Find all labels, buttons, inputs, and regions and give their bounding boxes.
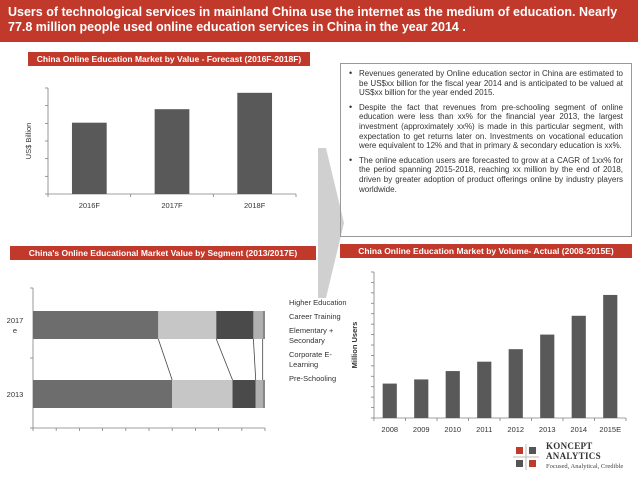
bar-2018F bbox=[237, 92, 273, 194]
bar-2015E bbox=[603, 294, 618, 418]
logo-tagline: Focused, Analytical, Credible bbox=[546, 463, 624, 470]
segment-bar-1-corporate-e-learning bbox=[255, 380, 263, 408]
series-connector bbox=[157, 338, 173, 381]
x-tick-label: 2011 bbox=[476, 425, 492, 434]
bar-2017F bbox=[154, 109, 190, 194]
series-connector bbox=[215, 338, 233, 381]
category-label: 2017 bbox=[7, 316, 24, 325]
x-tick-label: 2009 bbox=[413, 425, 430, 434]
bar-2016F bbox=[71, 122, 107, 194]
segment-bar-0-elementary-secondary bbox=[216, 311, 254, 339]
header-title: Users of technological services in mainl… bbox=[8, 5, 618, 34]
legend-item-elementary-secondary: Elementary + Secondary bbox=[289, 326, 334, 345]
page-header: Users of technological services in mainl… bbox=[0, 0, 638, 42]
volume-chart: 2008 2009 2010 2011 2012 2013 2014 2015E Million… bbox=[350, 271, 627, 434]
bar-2008 bbox=[382, 383, 397, 418]
category-label: 2013 bbox=[7, 390, 24, 399]
segment-bar-1-career-training bbox=[172, 380, 233, 408]
logo-name: KONCEPT ANALYTICS bbox=[546, 441, 601, 461]
segment-bar-0-higher-education bbox=[33, 311, 159, 339]
x-tick-label: 2008 bbox=[381, 425, 398, 434]
series-connector bbox=[253, 338, 257, 381]
segment-legend: Higher Education Career Training Element… bbox=[289, 298, 349, 388]
x-tick-label: 2018F bbox=[244, 201, 266, 210]
info-box: Revenues generated by Online education s… bbox=[340, 63, 632, 237]
bar-2010 bbox=[445, 371, 460, 418]
logo-name-line1: KONCEPT bbox=[546, 441, 593, 451]
legend-item-corporate-elearning: Corporate E-Learning bbox=[289, 350, 332, 369]
x-tick-label: 2014 bbox=[570, 425, 587, 434]
value-forecast-title: China Online Education Market by Value -… bbox=[28, 52, 310, 66]
bar-2014 bbox=[571, 315, 586, 418]
legend-item-career-training: Career Training bbox=[289, 312, 341, 321]
x-tick-label: 2015E bbox=[599, 425, 621, 434]
info-bullet: Revenues generated by Online education s… bbox=[347, 69, 623, 98]
info-bullet: Despite the fact that revenues from pre-… bbox=[347, 103, 623, 151]
legend-item-higher-education: Higher Education bbox=[289, 298, 347, 307]
segment-title: China's Online Educational Market Value … bbox=[10, 246, 316, 260]
x-tick-label: 2012 bbox=[507, 425, 524, 434]
logo-icon bbox=[513, 444, 539, 470]
volume-title: China Online Education Market by Volume-… bbox=[340, 244, 632, 258]
segment-bar-0-corporate-e-learning bbox=[253, 311, 263, 339]
company-logo: KONCEPT ANALYTICS Focused, Analytical, C… bbox=[510, 440, 636, 476]
bar-2013 bbox=[540, 334, 555, 418]
x-tick-label: 2017F bbox=[161, 201, 183, 210]
bar-2009 bbox=[414, 379, 429, 418]
bar-2011 bbox=[477, 361, 492, 418]
segment-bar-0-pre-schooling bbox=[262, 311, 265, 339]
x-tick-label: 2010 bbox=[444, 425, 461, 434]
segment-bar-0-career-training bbox=[158, 311, 217, 339]
logo-name-line2: ANALYTICS bbox=[546, 451, 601, 461]
x-tick-label: 2013 bbox=[539, 425, 556, 434]
bar-2012 bbox=[508, 349, 523, 418]
y-axis-label: Million Users bbox=[350, 322, 359, 369]
y-axis-label: US$ Billion bbox=[24, 123, 33, 160]
info-bullet: The online education users are forecaste… bbox=[347, 156, 623, 194]
info-bullets: Revenues generated by Online education s… bbox=[347, 69, 623, 194]
segment-bar-1-higher-education bbox=[33, 380, 173, 408]
value-forecast-chart: 2016F 2017F 2018F US$ Billion bbox=[24, 87, 297, 210]
arrow-shape bbox=[318, 148, 344, 298]
segment-bar-1-elementary-secondary bbox=[232, 380, 256, 408]
legend-item-pre-schooling: Pre-Schooling bbox=[289, 374, 337, 383]
category-label: e bbox=[13, 326, 17, 335]
segment-bar-1-pre-schooling bbox=[262, 380, 265, 408]
x-tick-label: 2016F bbox=[79, 201, 101, 210]
